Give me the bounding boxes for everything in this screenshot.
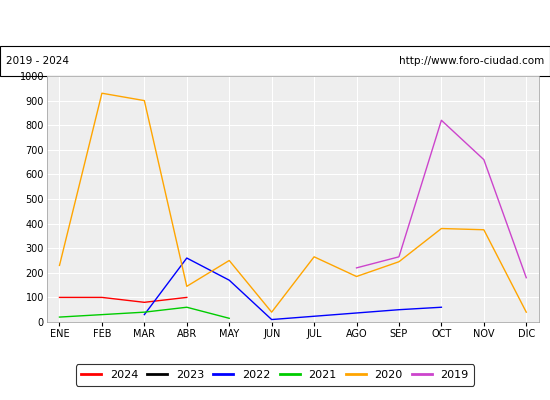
Legend: 2024, 2023, 2022, 2021, 2020, 2019: 2024, 2023, 2022, 2021, 2020, 2019 [76,364,474,386]
Text: 2019 - 2024: 2019 - 2024 [6,56,69,66]
Text: Evolucion Nº Turistas Nacionales en el municipio de Torres Torres: Evolucion Nº Turistas Nacionales en el m… [51,16,499,30]
Text: http://www.foro-ciudad.com: http://www.foro-ciudad.com [399,56,544,66]
